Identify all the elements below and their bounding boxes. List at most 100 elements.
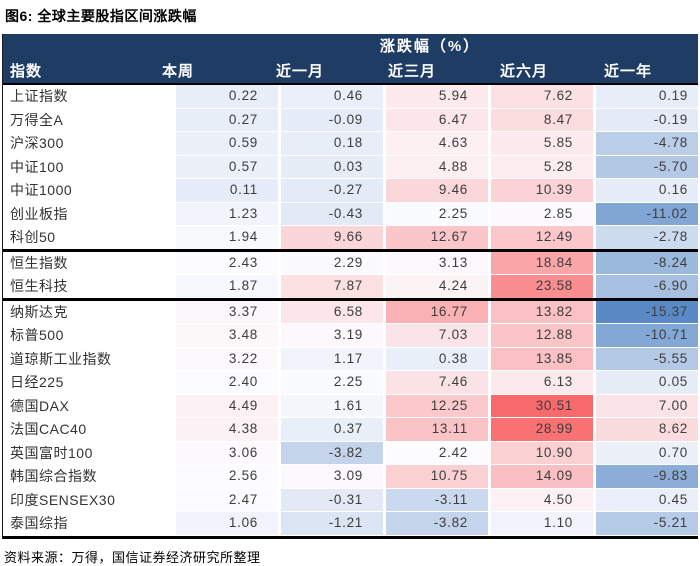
value-cell: 3.06 [176,441,278,464]
value-cell: 4.49 [176,394,278,417]
index-name-cell: 沪深300 [3,132,173,155]
value-cell: -8.24 [596,251,698,274]
value-cell: 4.50 [491,488,593,511]
value-cell: 12.25 [386,394,488,417]
index-name-cell: 中证100 [3,155,173,178]
value-cell: -5.70 [596,155,698,178]
index-name-cell: 恒生指数 [3,251,173,274]
index-name-cell: 上证指数 [3,85,173,108]
index-name-cell: 法国CAC40 [3,418,173,441]
value-cell: 3.48 [176,324,278,347]
value-cell: 12.88 [491,324,593,347]
table-row: 纳斯达克 3.37 6.58 16.77 13.82 -15.37 [3,300,698,323]
value-cell: -0.27 [281,179,383,202]
index-name-cell: 泰国综指 [3,512,173,535]
value-cell: 3.19 [281,324,383,347]
value-cell: 6.47 [386,108,488,131]
value-cell: 2.42 [386,441,488,464]
value-cell: 0.38 [386,347,488,370]
table-row: 中证1000 0.11 -0.27 9.46 10.39 0.16 [3,179,698,202]
value-cell: 8.47 [491,108,593,131]
value-cell: 5.94 [386,85,488,108]
value-cell: -11.02 [596,202,698,225]
group-header-row: 涨跌幅（%） [3,34,698,57]
table-row: 日经225 2.40 2.25 7.46 6.13 0.05 [3,371,698,394]
value-cell: -0.09 [281,108,383,131]
value-cell: 14.09 [491,465,593,488]
value-cell: 0.18 [281,132,383,155]
table-row: 沪深300 0.59 0.18 4.63 5.85 -4.78 [3,132,698,155]
value-cell: 7.00 [596,394,698,417]
value-cell: 1.94 [176,226,278,249]
value-cell: 23.58 [491,275,593,298]
value-cell: 1.23 [176,202,278,225]
value-cell: -2.78 [596,226,698,249]
value-cell: 7.03 [386,324,488,347]
value-cell: 0.59 [176,132,278,155]
value-cell: 18.84 [491,251,593,274]
value-cell: 16.77 [386,300,488,323]
value-cell: -0.43 [281,202,383,225]
table-row: 恒生指数 2.43 2.29 3.13 18.84 -8.24 [3,251,698,274]
value-cell: 10.90 [491,441,593,464]
index-name-cell: 道琼斯工业指数 [3,347,173,370]
value-cell: 3.13 [386,251,488,274]
value-cell: 2.56 [176,465,278,488]
value-cell: -9.83 [596,465,698,488]
value-cell: 2.47 [176,488,278,511]
figure-title: 图6: 全球主要股指区间涨跌幅 [5,8,197,24]
value-cell: 6.58 [281,300,383,323]
value-cell: 1.10 [491,512,593,535]
value-cell: 3.37 [176,300,278,323]
value-cell: 30.51 [491,394,593,417]
value-cell: 7.87 [281,275,383,298]
value-cell: 0.37 [281,418,383,441]
value-cell: 7.46 [386,371,488,394]
value-cell: 10.75 [386,465,488,488]
source-note: 资料来源：万得，国信证券经济研究所整理 [4,549,261,565]
table-row: 韩国综合指数 2.56 3.09 10.75 14.09 -9.83 [3,465,698,488]
table-row: 德国DAX 4.49 1.61 12.25 30.51 7.00 [3,394,698,417]
index-name-cell: 科创50 [3,226,173,249]
table-row: 英国富时100 3.06 -3.82 2.42 10.90 0.70 [3,441,698,464]
value-cell: 4.24 [386,275,488,298]
index-name-cell: 韩国综合指数 [3,465,173,488]
value-cell: 0.19 [596,85,698,108]
value-cell: 0.70 [596,441,698,464]
group-header-label: 涨跌幅（%） [379,38,481,55]
value-cell: 13.85 [491,347,593,370]
value-cell: 1.17 [281,347,383,370]
value-cell: 4.63 [386,132,488,155]
value-cell: -5.55 [596,347,698,370]
value-cell: 0.11 [176,179,278,202]
index-name-cell: 恒生科技 [3,275,173,298]
index-name-cell: 英国富时100 [3,441,173,464]
value-cell: -3.11 [386,488,488,511]
value-cell: 0.22 [176,85,278,108]
value-cell: -3.82 [281,441,383,464]
value-cell: 28.99 [491,418,593,441]
table-row: 印度SENSEX30 2.47 -0.31 -3.11 4.50 0.45 [3,488,698,511]
table-row: 恒生科技 1.87 7.87 4.24 23.58 -6.90 [3,275,698,301]
value-cell: -10.71 [596,324,698,347]
value-cell: 2.25 [386,202,488,225]
value-cell: 5.28 [491,155,593,178]
value-cell: 9.66 [281,226,383,249]
value-cell: 13.82 [491,300,593,323]
value-cell: 0.57 [176,155,278,178]
table-row: 泰国综指 1.06 -1.21 -3.82 1.10 -5.21 [3,512,698,535]
table-row: 科创50 1.94 9.66 12.67 12.49 -2.78 [3,226,698,252]
index-name-cell: 中证1000 [3,179,173,202]
value-cell: 10.39 [491,179,593,202]
value-cell: -1.21 [281,512,383,535]
value-cell: -6.90 [596,275,698,298]
value-cell: 6.13 [491,371,593,394]
value-cell: -5.21 [596,512,698,535]
value-cell: 0.27 [176,108,278,131]
table-row: 创业板指 1.23 -0.43 2.25 2.85 -11.02 [3,202,698,225]
value-cell: 3.22 [176,347,278,370]
value-cell: 2.25 [281,371,383,394]
index-performance-table: 涨跌幅（%） 指数 本周 近一月 近三月 近六月 近一年 上证指数 0.22 0.46 5.94… [2,34,698,539]
value-cell: 4.38 [176,418,278,441]
